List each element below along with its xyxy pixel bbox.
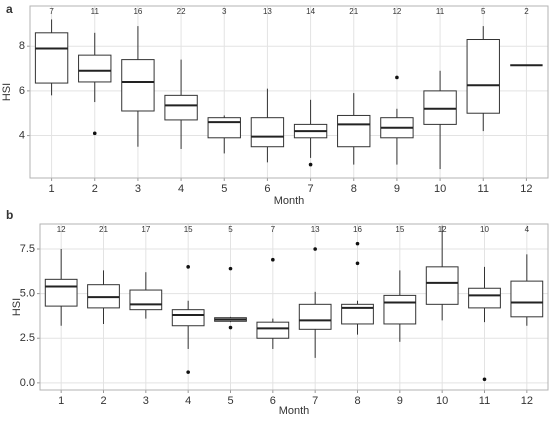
count-label: 14	[306, 7, 315, 16]
box	[129, 289, 163, 311]
box	[78, 54, 112, 83]
box	[250, 117, 285, 148]
plot-border	[29, 5, 549, 179]
box	[423, 90, 457, 125]
box	[164, 94, 198, 121]
count-label: 5	[228, 225, 233, 234]
x-tick-label: 9	[397, 395, 403, 407]
x-tick-label: 11	[478, 183, 489, 195]
box	[466, 39, 500, 114]
box	[510, 280, 544, 318]
x-tick-label: 11	[479, 395, 490, 407]
plot-background	[30, 6, 548, 178]
x-tick-label: 1	[58, 395, 64, 407]
count-label: 15	[184, 225, 193, 234]
x-tick-label: 1	[49, 183, 55, 195]
x-tick-label: 2	[92, 183, 98, 195]
count-label: 11	[436, 7, 445, 16]
x-tick-label: 12	[521, 395, 533, 407]
box	[337, 114, 371, 148]
count-label: 3	[222, 7, 227, 16]
box	[171, 309, 205, 327]
y-axis-label: HSI	[1, 83, 13, 101]
x-tick-label: 6	[264, 183, 270, 195]
outlier	[186, 265, 190, 269]
count-label: 12	[438, 225, 447, 234]
outlier	[92, 131, 97, 136]
box	[341, 303, 374, 325]
outlier	[186, 370, 190, 374]
y-tick-label: 0.0	[20, 377, 35, 389]
outlier	[313, 247, 317, 251]
x-tick-label: 3	[135, 183, 141, 195]
count-label: 11	[91, 7, 100, 16]
box	[34, 32, 69, 84]
count-label: 7	[49, 7, 54, 16]
box	[298, 303, 332, 330]
outlier	[228, 325, 233, 330]
x-tick-label: 5	[227, 395, 233, 407]
count-label: 5	[481, 7, 486, 16]
outlier	[228, 266, 233, 271]
box	[468, 287, 501, 309]
y-tick-label: 2.5	[20, 332, 35, 344]
y-tick-label: 8	[19, 40, 25, 52]
x-tick-label: 4	[185, 395, 191, 407]
count-label: 16	[133, 7, 142, 16]
x-tick-label: 7	[308, 183, 314, 195]
count-label: 10	[480, 225, 489, 234]
plot-background	[40, 224, 548, 390]
x-tick-label: 8	[354, 395, 360, 407]
box	[44, 278, 78, 307]
outlier	[308, 162, 313, 167]
count-label: 17	[141, 225, 150, 234]
y-tick-label: 6	[19, 85, 25, 97]
box	[425, 266, 459, 305]
y-tick-label: 7.5	[20, 243, 35, 255]
outlier	[355, 241, 360, 246]
y-tick-label: 5.0	[20, 288, 35, 300]
y-tick-label: 4	[19, 129, 25, 141]
count-label: 7	[271, 225, 276, 234]
x-tick-label: 2	[100, 395, 106, 407]
panel-label: b	[6, 208, 13, 222]
box	[383, 294, 417, 325]
x-tick-label: 5	[221, 183, 227, 195]
count-label: 21	[349, 7, 358, 16]
x-tick-label: 10	[434, 183, 446, 195]
x-tick-label: 7	[312, 395, 318, 407]
count-label: 4	[525, 225, 530, 234]
x-axis-label: Month	[274, 195, 305, 207]
x-tick-label: 4	[178, 183, 184, 195]
y-axis-label: HSI	[11, 298, 23, 316]
x-tick-label: 9	[394, 183, 400, 195]
panel-label: a	[6, 2, 13, 16]
count-label: 21	[99, 225, 108, 234]
count-label: 12	[392, 7, 401, 16]
count-label: 22	[177, 7, 186, 16]
x-tick-label: 6	[270, 395, 276, 407]
count-label: 13	[311, 225, 320, 234]
x-tick-label: 3	[143, 395, 149, 407]
count-label: 12	[57, 225, 66, 234]
count-label: 2	[524, 7, 529, 16]
x-tick-label: 10	[436, 395, 448, 407]
x-axis-label: Month	[279, 405, 310, 417]
box	[121, 59, 155, 112]
x-tick-label: 8	[351, 183, 357, 195]
box	[256, 321, 290, 339]
outlier	[395, 75, 399, 80]
outlier	[271, 257, 275, 262]
count-label: 16	[353, 225, 362, 234]
box	[207, 117, 241, 139]
outlier	[355, 261, 360, 266]
outlier	[482, 377, 487, 382]
count-label: 15	[395, 225, 404, 234]
x-tick-label: 12	[520, 183, 532, 195]
plot-border	[39, 223, 549, 391]
count-label: 13	[263, 7, 272, 16]
